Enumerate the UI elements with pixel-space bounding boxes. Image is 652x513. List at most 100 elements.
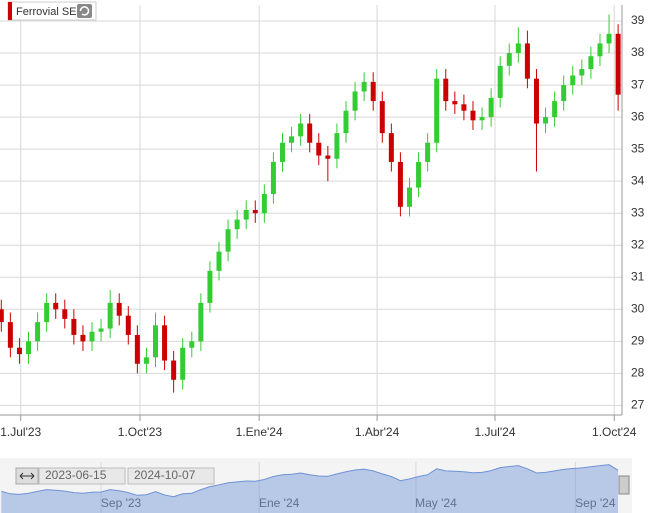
candle-body [388,133,394,162]
y-tick-label: 36 [631,109,645,123]
candle-body [143,357,149,364]
candle-body [425,142,431,162]
x-tick-label: 1.Oct'23 [118,425,163,439]
candle-body [289,136,295,143]
candle-body [7,322,13,348]
candle-body [488,97,494,118]
y-tick-label: 30 [631,301,645,315]
y-tick-label: 37 [631,77,645,91]
candle-body [44,302,50,323]
y-tick-label: 38 [631,45,645,59]
y-tick-label: 39 [631,13,645,27]
candle-body [552,101,558,118]
candle-body [207,270,213,303]
candle-body [307,123,313,143]
candle-body [443,78,449,102]
candle-body [615,33,621,95]
candle-body [234,219,240,230]
candle-body [470,110,476,121]
chart-title: Ferrovial SE [16,6,77,18]
range-end-input[interactable] [127,467,215,485]
x-tick-label: 1.Abr'24 [355,425,400,439]
y-tick-label: 33 [631,205,645,219]
title-marker [8,2,12,20]
candle-body [298,123,304,137]
range-start: 2023-06-15 [45,468,107,482]
candle-body [606,33,612,44]
candle-body [597,43,603,57]
y-tick-label: 27 [631,398,645,412]
candle-body [180,347,186,380]
navigator-area [1,464,619,513]
candle-body [198,302,204,342]
candle-body [35,322,41,342]
candle-body [506,53,512,66]
candle-body [588,56,594,70]
candle-body [561,85,567,102]
navigator-handle[interactable] [618,475,630,495]
candle-body [316,142,322,156]
candle-body [125,315,131,335]
candle-body [397,161,403,207]
navigator: Sep '23 Ene '24 May '24 Sep '24 2023-06-15 … [0,458,632,513]
navigator-tick-label: Sep '23 [101,496,142,510]
y-tick-label: 28 [631,366,645,380]
candle-body [134,334,140,364]
range-start-input[interactable] [38,467,126,485]
navigator-bg [0,458,632,513]
candle-body [216,251,222,271]
navigator-tick-label: Ene '24 [259,496,300,510]
candle-body [406,187,412,207]
navigator-line [1,464,619,498]
candle-body [261,193,267,214]
y-tick-label: 31 [631,269,645,283]
range-end: 2024-10-07 [134,468,196,482]
candle-body [361,81,367,92]
candle-body [80,334,86,342]
refresh-icon [79,6,90,16]
candle-body [252,210,258,214]
y-tick-label: 29 [631,334,645,348]
candle-body [479,117,485,121]
candle-body [53,302,59,310]
candle-body [116,302,122,316]
candle-body [243,210,249,220]
candle-body [434,78,440,143]
refresh-button[interactable] [77,4,92,18]
candle-body [343,110,349,134]
candle-body [579,69,585,76]
candle-body [16,347,22,355]
candle-body [0,309,4,323]
candle-body [452,101,458,105]
navigator-tick-label: Sep '24 [575,496,616,510]
candle-body [379,101,385,134]
plot-area: 27 28 29 30 31 32 33 34 35 36 37 38 39 1.Jul'23 1.Oct'… [0,5,645,439]
candle-body [515,43,521,54]
candle-body [89,331,95,342]
candle-body [325,155,331,159]
navigator-tick-label: May '24 [415,496,457,510]
candle-body [26,341,32,355]
y-tick-label: 34 [631,173,645,187]
range-icon [19,472,35,480]
candle-body [543,117,549,124]
title-box: Ferrovial SE [7,1,97,21]
candle-body [171,360,177,380]
candle-body [62,309,68,319]
x-tick-label: 1.Ene'24 [236,425,283,439]
candle-body [153,325,158,358]
candle-body [533,78,539,124]
candle-body [416,161,422,188]
candle-body [71,318,77,335]
x-tick-label: 1.Jul'23 [0,425,41,439]
candle-body [225,229,231,252]
candle-body [189,341,195,348]
candle-body [524,43,530,79]
y-tick-label: 35 [631,141,645,155]
candle-body [98,328,104,332]
candle-body [370,81,376,102]
candle-body [461,104,467,111]
x-tick-label: 1.Jul'24 [475,425,516,439]
